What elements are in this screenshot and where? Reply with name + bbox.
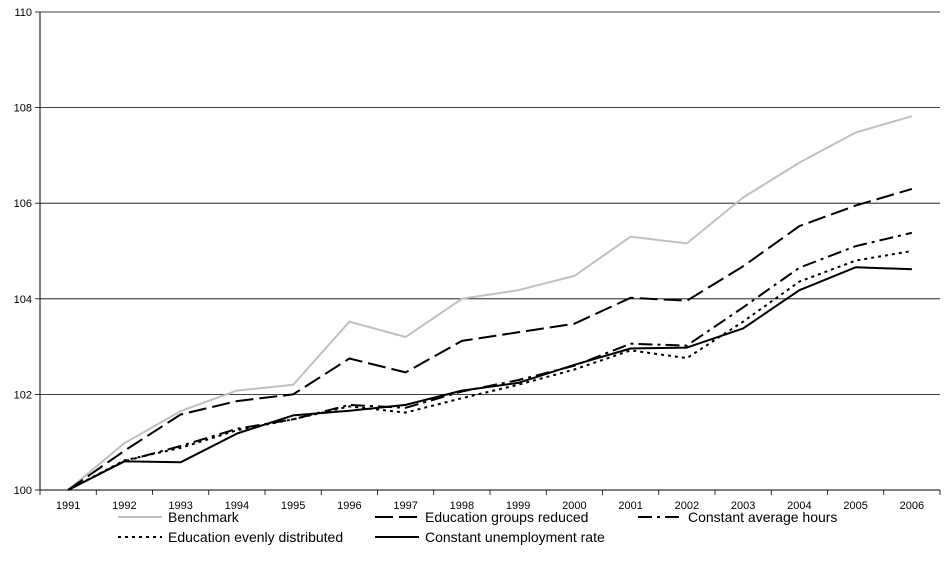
y-tick-label: 108 xyxy=(14,103,32,115)
series-lines xyxy=(67,115,913,491)
legend-label: Education evenly distributed xyxy=(168,529,343,545)
series-line-1 xyxy=(67,187,913,491)
legend-label: Benchmark xyxy=(168,509,240,525)
y-tick-label: 110 xyxy=(14,7,32,19)
y-tick-label: 100 xyxy=(14,485,32,497)
x-tick-label: 1997 xyxy=(393,500,417,512)
x-tick-label: 1991 xyxy=(56,500,80,512)
y-tick-label: 104 xyxy=(14,294,32,306)
x-tick-label: 1995 xyxy=(281,500,305,512)
x-tick-label: 2001 xyxy=(618,500,642,512)
x-tick-label: 2005 xyxy=(843,500,867,512)
x-tick-label: 2000 xyxy=(562,500,586,512)
x-tick-label: 2002 xyxy=(675,500,699,512)
series-line-2 xyxy=(67,231,913,491)
x-tick-label: 2003 xyxy=(731,500,755,512)
y-tick-label: 106 xyxy=(14,198,32,210)
x-tick-label: 1994 xyxy=(225,500,249,512)
x-tick-label: 1993 xyxy=(168,500,192,512)
x-tick-label: 2004 xyxy=(787,500,811,512)
axes xyxy=(35,11,941,495)
legend-label: Constant average hours xyxy=(688,509,837,525)
series-line-4 xyxy=(67,266,912,491)
series-line-3 xyxy=(67,250,913,491)
y-tick-label: 102 xyxy=(14,389,32,401)
legend: Benchmark Education groups reduced Constan… xyxy=(118,509,837,545)
x-tick-label: 2006 xyxy=(900,500,924,512)
x-tick-labels: 1991 1992 1993 1994 1995 1996 1997 1998 1999 2000… xyxy=(56,500,924,512)
x-tick-label: 1996 xyxy=(337,500,361,512)
x-tick-label: 1998 xyxy=(450,500,474,512)
series-line-0 xyxy=(67,115,913,491)
legend-label: Constant unemployment rate xyxy=(425,529,605,545)
y-tick-labels: 100 102 104 106 108 110 xyxy=(14,7,32,497)
x-tick-label: 1992 xyxy=(112,500,136,512)
grid-lines xyxy=(40,11,940,395)
legend-label: Education groups reduced xyxy=(425,509,588,525)
x-tick-label: 1999 xyxy=(506,500,530,512)
